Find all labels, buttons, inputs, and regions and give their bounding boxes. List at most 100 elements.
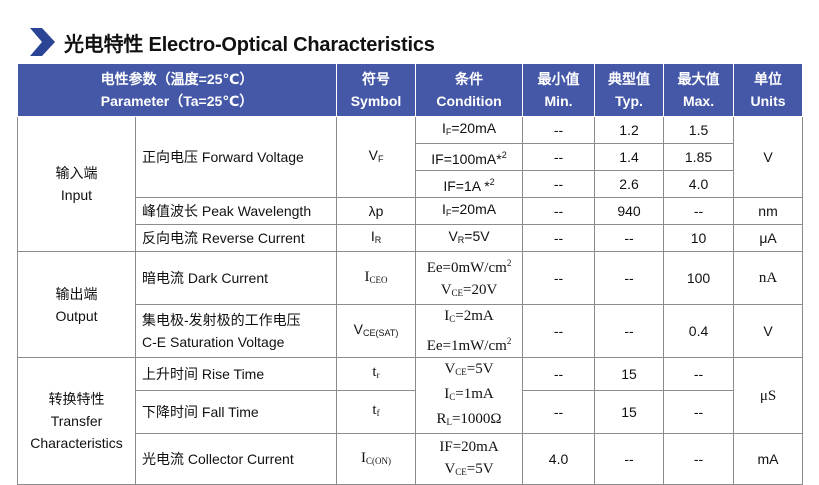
- text: V: [763, 149, 773, 165]
- text: =20V: [463, 282, 498, 298]
- text: V: [440, 282, 452, 298]
- text: 下降时间 Fall Time: [142, 403, 259, 420]
- superscript: 2: [489, 177, 495, 187]
- header-cell: 电性参数（温度=25℃） Parameter（Ta=25℃）: [16, 63, 338, 117]
- text: --: [553, 230, 564, 246]
- row: 集电极-发射极的工作电压 C-E Saturation Voltage VCE(S…: [18, 304, 804, 358]
- subscript: L: [446, 417, 452, 427]
- line: Transfer: [22, 410, 131, 432]
- cell: 正向电压 Forward Voltage: [134, 116, 338, 198]
- text: V: [763, 323, 773, 339]
- text: --: [693, 451, 704, 467]
- line: IC=1mA: [420, 383, 518, 408]
- text: I: [364, 268, 370, 285]
- cell: 10: [663, 224, 735, 252]
- cell: --: [663, 357, 735, 391]
- text: Output: [55, 307, 98, 324]
- cell: mA: [733, 433, 804, 485]
- cell: --: [522, 116, 596, 144]
- text: --: [553, 270, 564, 286]
- title: 光电特性 Electro-Optical Characteristics: [64, 33, 435, 56]
- cell: 转换特性 Transfer Characteristics: [17, 357, 136, 485]
- row: 反向电流 Reverse Current IR VR=5V -- -- 10 μ…: [18, 224, 804, 252]
- line: VCE=5V: [420, 458, 518, 483]
- cell: IC(ON): [336, 433, 417, 485]
- line: Units: [734, 90, 802, 112]
- text: --: [624, 230, 634, 246]
- text: 940: [617, 203, 641, 219]
- text: V: [353, 321, 364, 337]
- text: --: [553, 203, 564, 219]
- cell: --: [594, 251, 665, 305]
- text: --: [693, 203, 704, 219]
- line: RL=1000Ω: [420, 408, 518, 433]
- subscript: CEO: [369, 274, 388, 285]
- subscript: CE(SAT): [363, 328, 399, 338]
- text: 2.6: [619, 176, 639, 192]
- line: Characteristics: [22, 432, 131, 454]
- text: 10: [690, 230, 707, 246]
- text: Units: [750, 93, 786, 109]
- spec-table: 电性参数（温度=25℃） Parameter（Ta=25℃） 符号 Symbol 条…: [16, 63, 804, 485]
- cell: --: [522, 170, 596, 198]
- line: C-E Saturation Voltage: [142, 331, 332, 353]
- text: Parameter（Ta=25℃）: [100, 93, 254, 109]
- line: Input: [22, 184, 131, 206]
- cell: 4.0: [663, 170, 735, 198]
- line: 最大值: [664, 68, 733, 90]
- text: --: [624, 270, 634, 286]
- cell: 940: [594, 197, 665, 225]
- text: 暗电流 Dark Current: [142, 270, 269, 286]
- text: 转换特性: [48, 391, 105, 407]
- text: 符号: [362, 71, 391, 87]
- row: 下降时间 Fall Time tf -- 15 --: [18, 389, 803, 435]
- text: I: [441, 120, 446, 136]
- text: 上升时间 Rise Time: [142, 365, 265, 382]
- text: 光电流 Collector Current: [142, 451, 294, 467]
- superscript: 2: [501, 150, 507, 160]
- cell: IC=2mA Ee=1mW/cm2: [415, 304, 524, 358]
- header-cell: 典型值 Typ.: [594, 63, 665, 117]
- text: V: [368, 147, 378, 163]
- text: 1.4: [619, 149, 639, 165]
- subscript: F: [445, 208, 452, 218]
- text: I: [441, 201, 446, 217]
- cell: --: [663, 389, 735, 435]
- line: Output: [22, 305, 131, 327]
- text: t: [372, 402, 377, 419]
- text: =5V: [466, 361, 494, 377]
- header-row: 电性参数（温度=25℃） Parameter（Ta=25℃） 符号 Symbol 条…: [16, 63, 804, 117]
- cell: 1.5: [663, 116, 735, 144]
- text: 峰值波长 Peak Wavelength: [142, 203, 312, 219]
- text: 1.5: [688, 122, 709, 138]
- text: nA: [758, 270, 778, 286]
- text: IF=100mA*: [431, 151, 502, 167]
- text: Typ.: [615, 93, 643, 109]
- cell: 峰值波长 Peak Wavelength: [134, 197, 338, 225]
- line: Ee=0mW/cm2: [420, 252, 518, 279]
- cell: V: [733, 304, 804, 358]
- cell: μA: [733, 224, 804, 252]
- cell: --: [594, 304, 665, 358]
- text: --: [624, 323, 634, 339]
- chevron-icon: [30, 28, 55, 56]
- subscript: C(ON): [366, 455, 392, 466]
- text: I: [444, 386, 450, 402]
- row: 输出端 Output 暗电流 Dark Current ICEO Ee=0mW/c…: [17, 251, 804, 358]
- cell: VR=5V: [415, 224, 524, 252]
- line: 输入端: [22, 162, 131, 184]
- cell: IF=20mA: [415, 197, 524, 225]
- subscript: CE: [455, 367, 467, 377]
- text: Ee=1mW/cm: [426, 338, 507, 354]
- header-cell: 条件 Condition: [415, 63, 524, 117]
- header-cell: 单位 Units: [733, 63, 804, 117]
- text: 反向电流 Reverse Current: [142, 230, 305, 246]
- cell: IR: [336, 224, 417, 252]
- cell: ICEO: [336, 251, 417, 305]
- subscript: f: [376, 408, 380, 419]
- line: 最小值: [523, 68, 594, 90]
- line: Condition: [416, 90, 522, 112]
- subscript: F: [445, 127, 452, 137]
- line: 单位: [734, 68, 802, 90]
- text: =20mA: [451, 201, 497, 217]
